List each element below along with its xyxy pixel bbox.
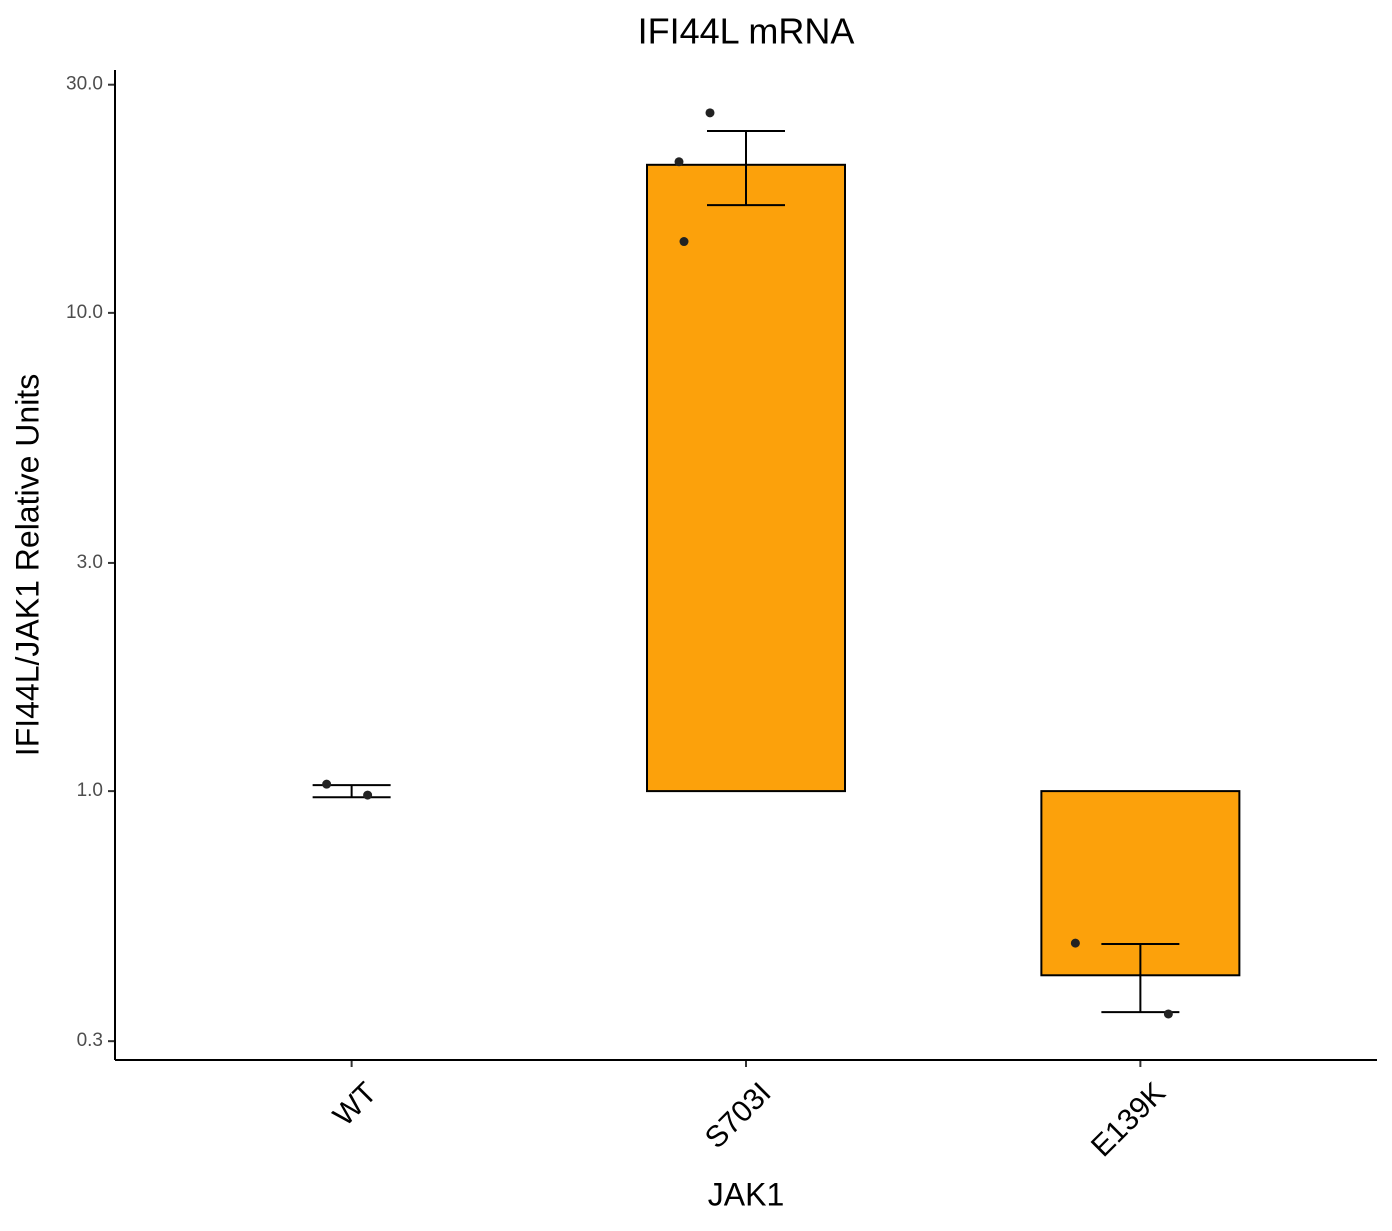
- error-bar: [707, 130, 785, 207]
- y-tick-label: 10.0: [66, 302, 103, 323]
- y-tick-label: 3.0: [77, 552, 103, 573]
- y-tick-label: 30.0: [66, 74, 103, 95]
- data-point: [674, 157, 684, 167]
- data-point: [679, 237, 689, 247]
- chart-title: IFI44L mRNA: [638, 11, 855, 52]
- data-point: [363, 790, 373, 800]
- y-tick-label: 1.0: [77, 780, 103, 801]
- x-tick-label: WT: [327, 1076, 383, 1132]
- data-point: [1163, 1009, 1173, 1019]
- bar: [646, 163, 846, 793]
- x-axis-label: JAK1: [708, 1176, 784, 1212]
- x-tick-label: S703I: [699, 1076, 778, 1155]
- y-axis-label: IFI44L/JAK1 Relative Units: [9, 374, 45, 756]
- y-tick-label: 0.3: [77, 1030, 103, 1051]
- data-point: [322, 779, 332, 789]
- x-tick-label: E139K: [1085, 1076, 1172, 1163]
- data-point: [1070, 938, 1080, 948]
- data-point: [705, 108, 715, 118]
